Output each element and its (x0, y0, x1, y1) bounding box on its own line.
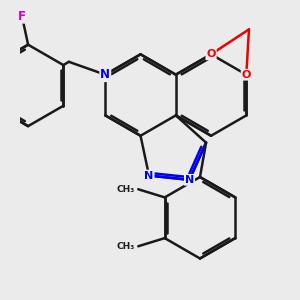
Text: CH₃: CH₃ (117, 242, 135, 251)
Text: CH₃: CH₃ (117, 185, 135, 194)
Text: O: O (206, 49, 216, 59)
Text: N: N (185, 175, 194, 185)
Text: F: F (18, 10, 26, 23)
Text: O: O (242, 70, 251, 80)
Text: N: N (100, 68, 110, 81)
Text: N: N (144, 171, 154, 181)
